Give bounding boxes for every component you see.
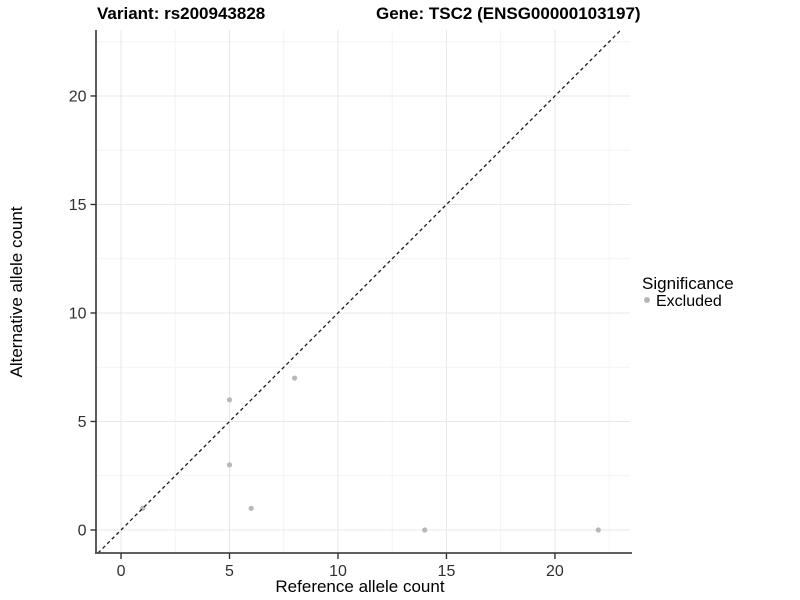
data-point bbox=[226, 462, 233, 468]
data-points-layer bbox=[140, 375, 601, 533]
x-tick-label: 5 bbox=[225, 563, 234, 580]
data-point bbox=[595, 527, 601, 533]
x-axis-label: Reference allele count bbox=[275, 577, 444, 596]
plot-title-gene: Gene: TSC2 (ENSG00000103197) bbox=[376, 4, 641, 23]
x-tick-label: 15 bbox=[438, 563, 456, 580]
legend-title: Significance bbox=[642, 274, 734, 293]
data-point bbox=[248, 505, 254, 511]
y-tick-label: 0 bbox=[78, 522, 87, 539]
data-point bbox=[422, 527, 428, 533]
major-gridlines bbox=[95, 30, 630, 553]
legend-item-label: Excluded bbox=[656, 293, 722, 310]
minor-gridlines bbox=[95, 30, 630, 553]
x-tick-label: 10 bbox=[329, 563, 347, 580]
x-tick-label: 20 bbox=[546, 563, 564, 580]
data-point bbox=[291, 375, 298, 381]
plot-title-variant: Variant: rs200943828 bbox=[97, 4, 265, 23]
y-tick-label: 15 bbox=[69, 197, 87, 214]
y-tick-label: 5 bbox=[78, 414, 87, 431]
y-tick-label: 20 bbox=[69, 88, 87, 105]
x-tick-label: 0 bbox=[117, 563, 126, 580]
identity-reference-line bbox=[97, 29, 622, 554]
y-tick-label: 10 bbox=[69, 305, 87, 322]
axis-ticks-layer: 0 5 10 15 20 0 5 10 15 20 bbox=[69, 88, 564, 580]
data-point bbox=[226, 397, 233, 403]
legend: Significance Excluded bbox=[642, 274, 734, 310]
y-axis-label: Alternative allele count bbox=[7, 206, 26, 377]
legend-key-dot bbox=[644, 297, 650, 303]
